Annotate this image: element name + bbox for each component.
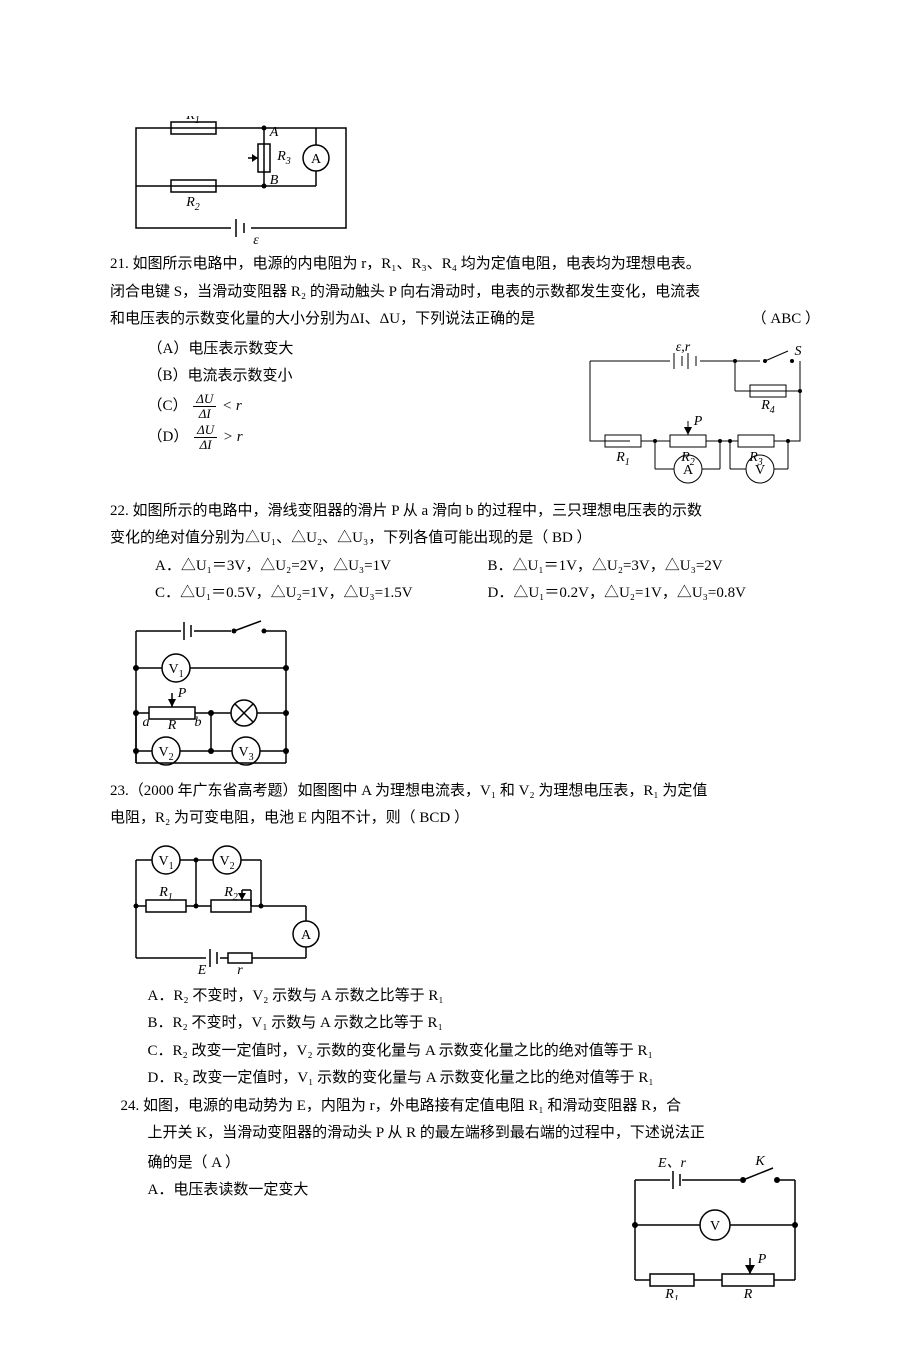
q23-diagram: V1 V2 R1 R2 A E r <box>116 838 820 978</box>
q20-diagram: R1 R2 R3 A B A ε <box>116 116 820 246</box>
q21-answer: （ ABC ） <box>752 307 820 333</box>
q21-stem-line3: 和电压表的示数变化量的大小分别为ΔI、ΔU，下列说法正确的是 （ ABC ） <box>110 307 820 333</box>
q24-stem-line3: 确的是（ A ） <box>110 1151 600 1177</box>
q22-optD: D．△U₁＝0.2V，△U₂=1V，△U₃=0.8V <box>488 581 821 607</box>
q23-optB: B．R₂ 不变时，V₁ 示数与 A 示数之比等于 R₁ <box>110 1011 820 1037</box>
q21-stem-line1: 21. 如图所示电路中，电源的内电阻为 r，R₁、R₃、R₄ 均为定值电阻，电表… <box>110 252 820 278</box>
q24-stem-line2: 上开关 K，当滑动变阻器的滑动头 P 从 R 的最左端移到最右端的过程中，下述说… <box>110 1121 820 1147</box>
svg-text:r: r <box>237 963 243 978</box>
svg-text:A: A <box>301 928 312 943</box>
svg-text:R1: R1 <box>615 450 630 468</box>
q22-diagram: V1 P a R b V2 V3 <box>116 613 820 773</box>
svg-text:R1: R1 <box>664 1287 679 1300</box>
q22-stem-line2: 变化的绝对值分别为△U₁、△U₂、△U₃，下列各值可能出现的是（ BD ） <box>110 526 820 552</box>
svg-text:R4: R4 <box>760 398 775 416</box>
svg-text:a: a <box>143 715 150 730</box>
svg-text:R2: R2 <box>185 195 200 213</box>
q24-diagram: E、r K V R1 R P <box>610 1155 820 1300</box>
q23-optC: C．R₂ 改变一定值时，V₂ 示数的变化量与 A 示数变化量之比的绝对值等于 R… <box>110 1039 820 1065</box>
svg-text:E: E <box>197 963 207 978</box>
q23-stem-line2: 电阻，R₂ 为可变电阻，电池 E 内阻不计，则（ BCD ） <box>110 806 820 832</box>
svg-text:P: P <box>177 686 187 701</box>
svg-text:ε,r: ε,r <box>676 341 691 355</box>
svg-text:V2: V2 <box>158 745 173 763</box>
svg-text:A: A <box>683 463 694 478</box>
q22-optC: C．△U₁＝0.5V，△U₂=1V，△U₃=1.5V <box>155 581 488 607</box>
q22-stem-line1: 22. 如图所示的电路中，滑线变阻器的滑片 P 从 a 滑向 b 的过程中，三只… <box>110 499 820 525</box>
svg-text:R: R <box>167 718 177 733</box>
svg-text:V1: V1 <box>168 662 183 680</box>
svg-text:ε: ε <box>253 233 259 246</box>
svg-text:S: S <box>795 344 802 359</box>
q22-optA: A．△U₁＝3V，△U₂=2V，△U₃=1V <box>155 554 488 580</box>
q21-diagram: ε,r S R4 R1 R2 P R3 <box>570 341 820 491</box>
q22-options-row1: A．△U₁＝3V，△U₂=2V，△U₃=1V B．△U₁＝1V，△U₂=3V，△… <box>110 554 820 580</box>
q22-optB: B．△U₁＝1V，△U₂=3V，△U₃=2V <box>488 554 821 580</box>
q22-options-row2: C．△U₁＝0.5V，△U₂=1V，△U₃=1.5V D．△U₁＝0.2V，△U… <box>110 581 820 607</box>
svg-text:K: K <box>754 1155 765 1169</box>
svg-text:V1: V1 <box>158 854 173 872</box>
svg-text:R1: R1 <box>185 116 200 126</box>
q24-optA: A．电压表读数一定变大 <box>110 1178 600 1204</box>
q24-stem-line1: 24. 如图，电源的电动势为 E，内阻为 r，外电路接有定值电阻 R₁ 和滑动变… <box>110 1094 820 1120</box>
q21-stem-line2: 闭合电键 S，当滑动变阻器 R₂ 的滑动触头 P 向右滑动时，电表的示数都发生变… <box>110 280 820 306</box>
svg-text:V3: V3 <box>238 745 253 763</box>
svg-text:V: V <box>710 1219 720 1234</box>
svg-text:A: A <box>269 125 279 140</box>
q21-optA: （A）电压表示数变大 <box>110 337 560 363</box>
svg-text:P: P <box>693 414 703 429</box>
svg-text:P: P <box>757 1252 767 1267</box>
svg-text:V: V <box>755 463 765 478</box>
q21-optC: （C） ΔUΔI < r <box>110 392 560 422</box>
svg-text:E、r: E、r <box>657 1156 687 1171</box>
q21-optD: （D） ΔUΔI > r <box>110 423 560 453</box>
q23-stem-line1: 23.（2000 年广东省高考题）如图图中 A 为理想电流表，V₁ 和 V₂ 为… <box>110 779 820 805</box>
q21-optB: （B）电流表示数变小 <box>110 364 560 390</box>
svg-text:A: A <box>311 152 322 167</box>
q23-optA: A．R₂ 不变时，V₂ 示数与 A 示数之比等于 R₁ <box>110 984 820 1010</box>
svg-text:R3: R3 <box>276 149 291 167</box>
svg-text:R: R <box>743 1287 753 1300</box>
svg-text:b: b <box>195 715 202 730</box>
svg-text:V2: V2 <box>219 854 234 872</box>
q23-optD: D．R₂ 改变一定值时，V₁ 示数的变化量与 A 示数变化量之比的绝对值等于 R… <box>110 1066 820 1092</box>
